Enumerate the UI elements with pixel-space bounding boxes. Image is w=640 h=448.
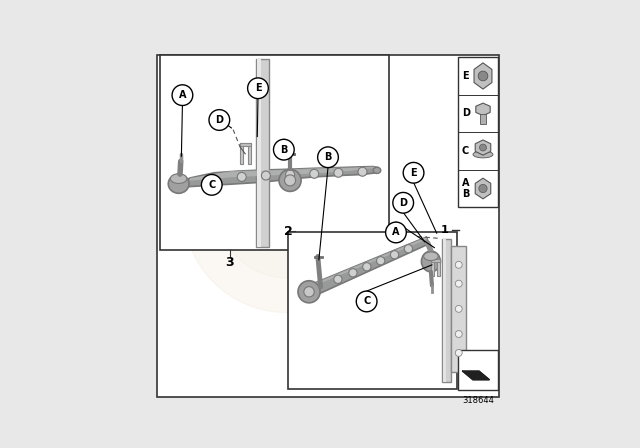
Circle shape: [317, 147, 339, 168]
Circle shape: [478, 71, 488, 81]
Text: 3: 3: [225, 256, 234, 269]
Text: 2: 2: [284, 225, 293, 238]
Text: D: D: [399, 198, 407, 208]
Ellipse shape: [424, 252, 438, 261]
FancyBboxPatch shape: [240, 143, 251, 146]
Circle shape: [334, 168, 343, 177]
Polygon shape: [303, 237, 429, 299]
Polygon shape: [474, 63, 492, 89]
Circle shape: [334, 275, 342, 284]
Circle shape: [304, 287, 314, 297]
Circle shape: [455, 349, 462, 356]
Text: C: C: [208, 180, 216, 190]
FancyBboxPatch shape: [451, 246, 466, 372]
Circle shape: [237, 172, 246, 181]
Circle shape: [310, 169, 319, 178]
Ellipse shape: [421, 251, 440, 272]
Polygon shape: [190, 167, 376, 181]
FancyBboxPatch shape: [157, 56, 499, 397]
Text: 1: 1: [441, 225, 449, 235]
FancyBboxPatch shape: [442, 239, 451, 382]
Circle shape: [356, 291, 377, 312]
Circle shape: [390, 250, 399, 259]
FancyBboxPatch shape: [458, 350, 498, 390]
Circle shape: [285, 170, 294, 179]
Circle shape: [261, 171, 270, 180]
FancyBboxPatch shape: [480, 114, 486, 124]
Text: D: D: [215, 115, 223, 125]
FancyBboxPatch shape: [255, 59, 269, 247]
Circle shape: [455, 280, 462, 287]
Text: C: C: [462, 146, 469, 156]
Ellipse shape: [373, 167, 381, 173]
FancyBboxPatch shape: [431, 259, 440, 262]
Text: E: E: [410, 168, 417, 178]
Polygon shape: [476, 178, 491, 199]
FancyBboxPatch shape: [257, 59, 260, 247]
Text: B: B: [324, 152, 332, 162]
Polygon shape: [476, 140, 491, 155]
Text: B: B: [280, 145, 287, 155]
Circle shape: [183, 105, 390, 313]
Circle shape: [248, 78, 268, 99]
Polygon shape: [177, 167, 378, 188]
Circle shape: [404, 245, 413, 253]
Circle shape: [273, 139, 294, 160]
Text: 318644: 318644: [462, 396, 494, 405]
FancyBboxPatch shape: [287, 232, 457, 389]
Circle shape: [386, 222, 406, 243]
Text: A: A: [392, 228, 400, 237]
Circle shape: [209, 110, 230, 130]
Text: C: C: [363, 297, 371, 306]
Text: A: A: [179, 90, 186, 100]
Circle shape: [218, 140, 356, 278]
Circle shape: [349, 269, 357, 277]
Circle shape: [455, 306, 462, 312]
Polygon shape: [463, 371, 490, 380]
Text: A
B: A B: [462, 178, 469, 199]
Text: D: D: [462, 108, 470, 118]
Circle shape: [479, 185, 487, 193]
FancyBboxPatch shape: [248, 143, 251, 164]
Circle shape: [358, 167, 367, 176]
Text: E: E: [462, 71, 468, 81]
Circle shape: [455, 331, 462, 337]
Polygon shape: [303, 237, 428, 290]
Circle shape: [479, 144, 486, 151]
Ellipse shape: [168, 174, 189, 193]
Polygon shape: [476, 103, 490, 116]
FancyBboxPatch shape: [160, 56, 389, 250]
FancyBboxPatch shape: [458, 57, 498, 207]
Circle shape: [363, 263, 371, 271]
Circle shape: [279, 169, 301, 191]
Circle shape: [298, 281, 320, 303]
Circle shape: [455, 261, 462, 268]
Ellipse shape: [170, 174, 187, 184]
Circle shape: [403, 163, 424, 183]
Circle shape: [393, 193, 413, 213]
Circle shape: [202, 174, 222, 195]
Circle shape: [172, 85, 193, 105]
Circle shape: [285, 175, 296, 186]
Text: E: E: [255, 83, 261, 93]
FancyBboxPatch shape: [443, 239, 446, 382]
FancyBboxPatch shape: [240, 143, 243, 164]
Ellipse shape: [473, 151, 493, 158]
FancyBboxPatch shape: [437, 259, 440, 276]
FancyBboxPatch shape: [431, 259, 433, 276]
Circle shape: [376, 257, 385, 265]
